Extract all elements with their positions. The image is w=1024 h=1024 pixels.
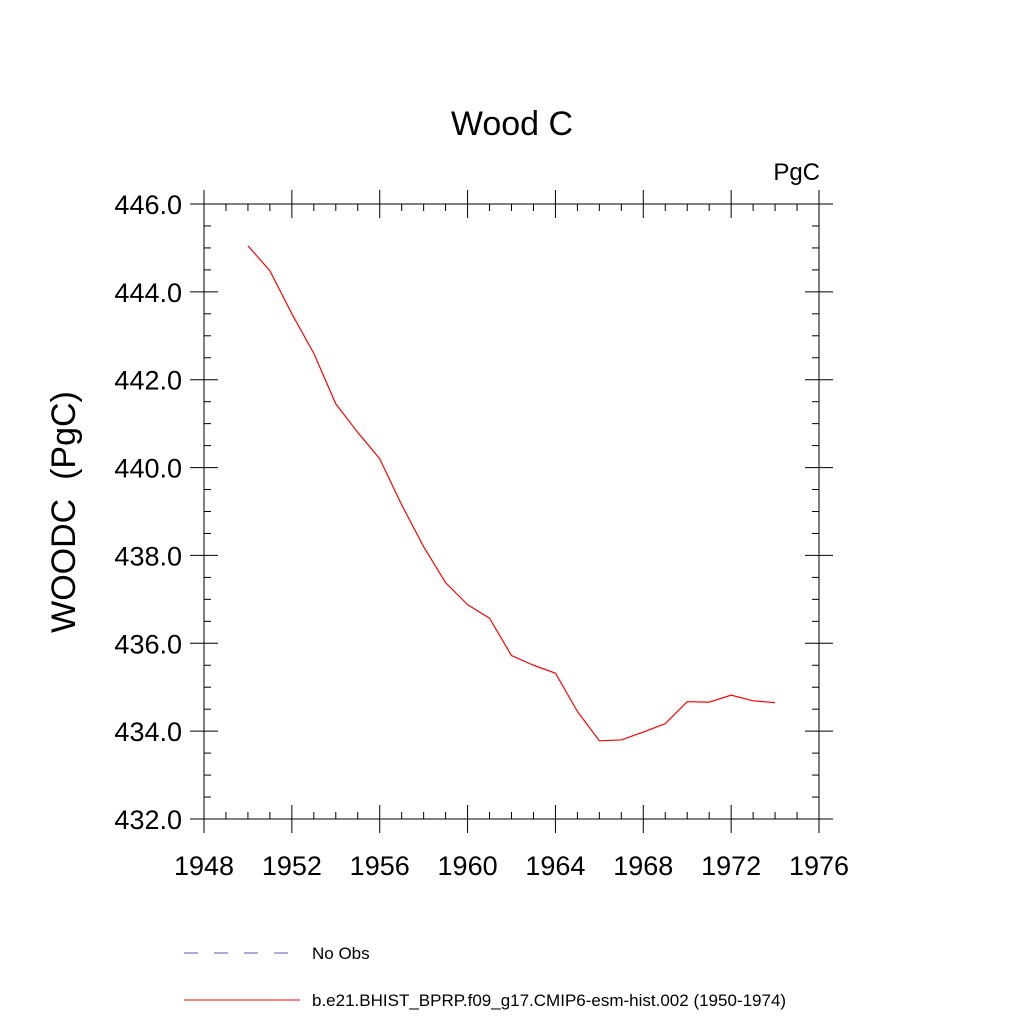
y-tick-label: 434.0 <box>114 717 182 747</box>
y-tick-label: 432.0 <box>114 805 182 835</box>
y-tick-label: 446.0 <box>114 190 182 220</box>
x-tick-label: 1972 <box>701 851 761 881</box>
plot-frame <box>203 203 820 820</box>
x-tick-label: 1956 <box>350 851 410 881</box>
x-tick-label: 1976 <box>789 851 849 881</box>
x-tick-label: 1948 <box>174 851 234 881</box>
units-label: PgC <box>773 159 820 186</box>
x-tick-label: 1964 <box>525 851 585 881</box>
chart-title: Wood C <box>451 105 573 143</box>
legend-label-model-run: b.e21.BHIST_BPRP.f09_g17.CMIP6-esm-hist.… <box>312 991 786 1010</box>
y-tick-label: 440.0 <box>114 454 182 484</box>
y-tick-label: 438.0 <box>114 541 182 571</box>
x-tick-label: 1952 <box>262 851 322 881</box>
y-tick-label: 444.0 <box>114 278 182 308</box>
legend: No Obs b.e21.BHIST_BPRP.f09_g17.CMIP6-es… <box>184 944 786 1010</box>
axis-tick-labels: 1948 1952 1956 1960 1964 1968 1972 1976 432.0 434… <box>114 190 849 881</box>
x-tick-label: 1968 <box>613 851 673 881</box>
series-line <box>247 245 776 742</box>
y-axis-label: WOODC (PgC) <box>45 391 83 633</box>
legend-label-no-obs: No Obs <box>312 944 370 963</box>
y-tick-label: 442.0 <box>114 366 182 396</box>
x-tick-label: 1960 <box>438 851 498 881</box>
y-tick-label: 436.0 <box>114 629 182 659</box>
axis-ticks <box>190 190 833 833</box>
series-layer <box>247 245 776 742</box>
